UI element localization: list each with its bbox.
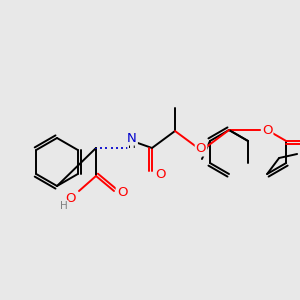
Text: O: O	[155, 169, 165, 182]
Text: O: O	[117, 187, 127, 200]
Text: N: N	[127, 131, 137, 145]
Text: H: H	[128, 140, 136, 150]
Text: O: O	[196, 142, 206, 155]
Text: O: O	[262, 124, 272, 136]
Text: H: H	[60, 201, 68, 211]
Text: O: O	[66, 191, 76, 205]
